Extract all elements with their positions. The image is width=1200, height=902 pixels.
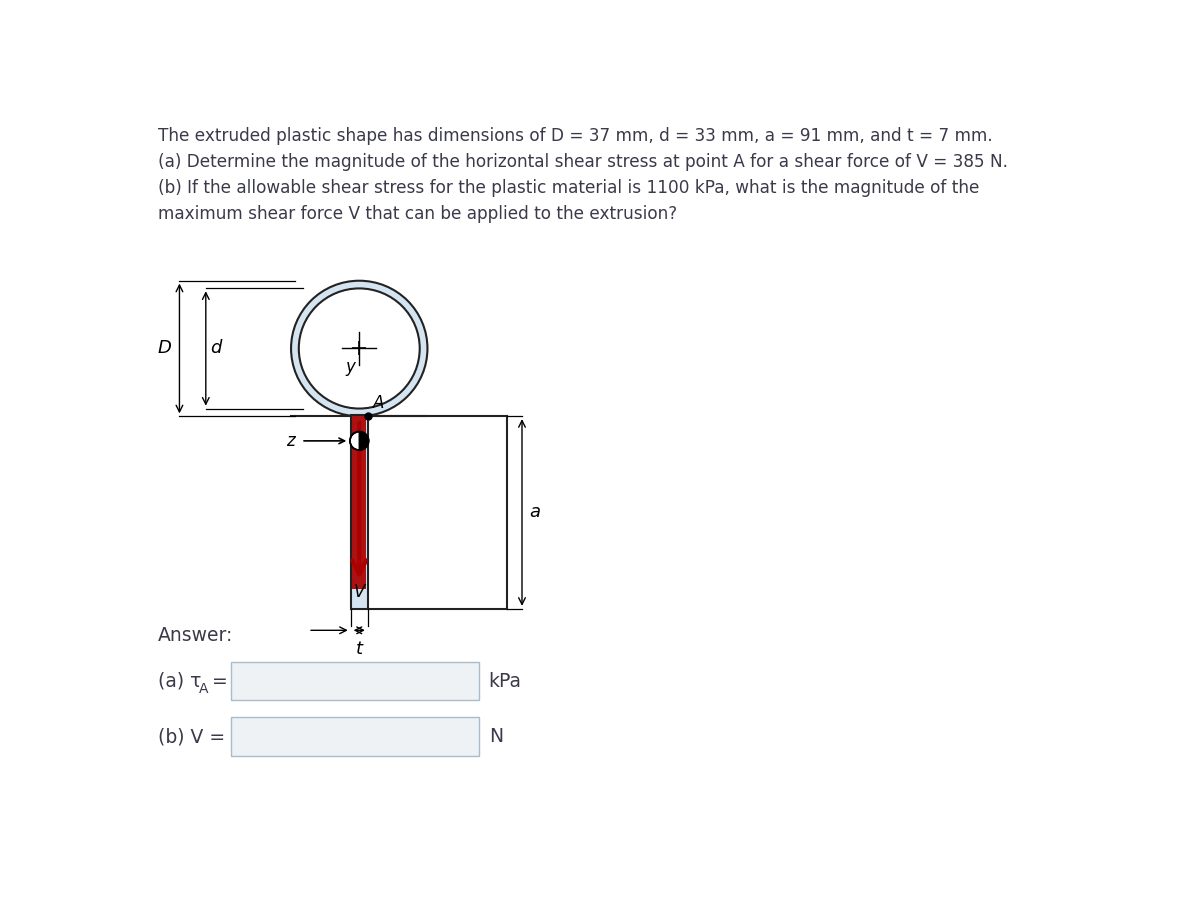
- Bar: [232, 717, 479, 756]
- Text: N: N: [488, 727, 503, 746]
- Text: (a) Determine the magnitude of the horizontal shear stress at point A for a shea: (a) Determine the magnitude of the horiz…: [157, 153, 1008, 170]
- Text: (b) If the allowable shear stress for the plastic material is 1100 kPa, what is : (b) If the allowable shear stress for th…: [157, 179, 979, 197]
- Bar: [232, 662, 479, 700]
- Text: =: =: [212, 672, 228, 691]
- Text: A: A: [373, 394, 384, 412]
- Text: Answer:: Answer:: [157, 626, 233, 645]
- Text: maximum shear force V that can be applied to the extrusion?: maximum shear force V that can be applie…: [157, 206, 677, 224]
- Text: y: y: [346, 358, 355, 376]
- Bar: [350, 415, 367, 609]
- Text: (b) V =: (b) V =: [157, 727, 224, 746]
- Circle shape: [299, 289, 420, 409]
- Polygon shape: [359, 432, 368, 450]
- Circle shape: [350, 432, 368, 450]
- Text: (a) τ: (a) τ: [157, 672, 202, 691]
- Text: t: t: [355, 640, 362, 658]
- Text: kPa: kPa: [488, 672, 522, 691]
- Text: The extruded plastic shape has dimensions of D = 37 mm, d = 33 mm, a = 91 mm, an: The extruded plastic shape has dimension…: [157, 126, 992, 144]
- Text: z: z: [286, 432, 295, 450]
- Text: a: a: [529, 503, 541, 521]
- Bar: [353, 416, 366, 590]
- Text: D: D: [158, 339, 172, 357]
- Text: A: A: [199, 682, 209, 695]
- Text: d: d: [210, 339, 222, 357]
- Circle shape: [292, 281, 427, 416]
- Text: V: V: [354, 584, 365, 602]
